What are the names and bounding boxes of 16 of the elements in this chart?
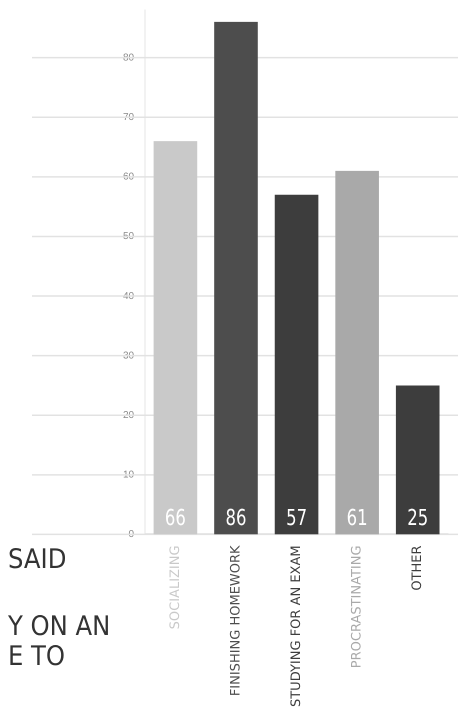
bar [154,141,198,534]
bar [335,170,379,534]
text: Y ON AN [8,611,110,642]
data-label: 61 [346,504,368,531]
text: E TO [8,641,66,672]
data-label: 86 [225,504,246,531]
bar [396,385,440,534]
bar [274,194,318,534]
x-tick-label: STUDYING FOR AN EXAM [288,545,304,708]
data-label: 25 [407,504,428,531]
x-tick-label: OTHER [410,545,426,591]
bar [214,22,258,534]
x-tick-label: FINISHING HOMEWORK [228,544,244,696]
text: SAID [8,544,66,575]
data-label: 57 [286,504,308,531]
x-tick-label: PROCRASTINATING [350,545,365,668]
